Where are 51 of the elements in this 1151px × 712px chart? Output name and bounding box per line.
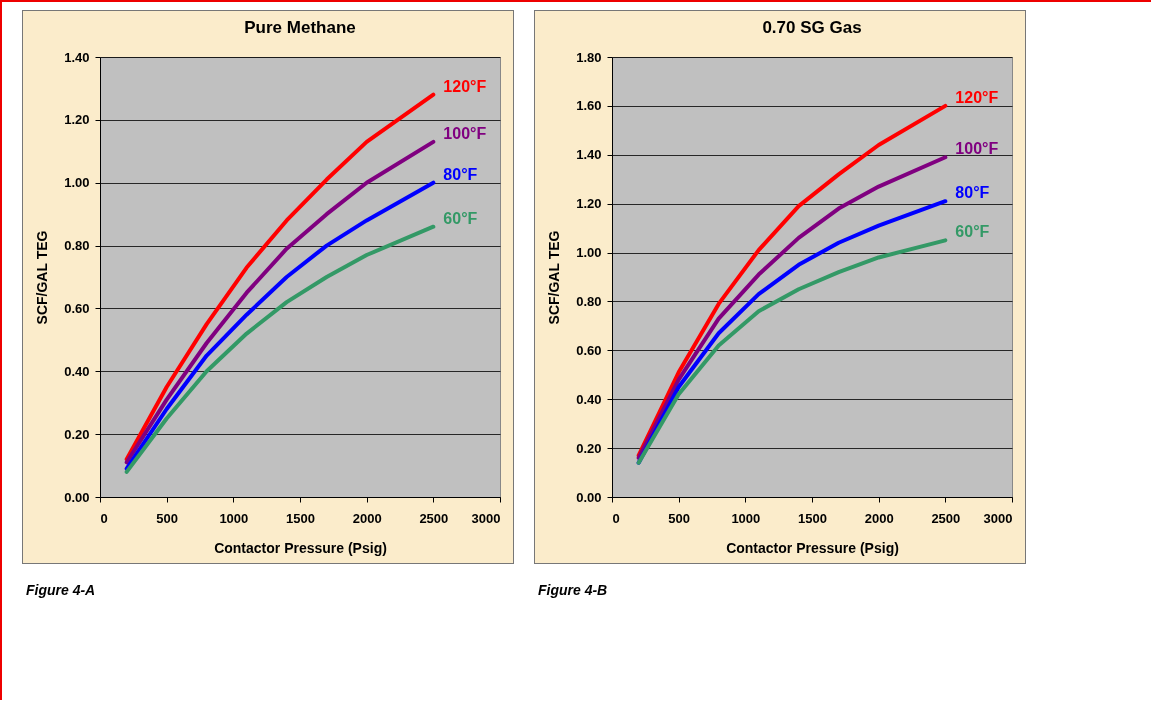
y-tick-label: 1.80 (576, 49, 602, 65)
x-tick-label: 2500 (419, 510, 449, 526)
y-tick-label: 0.60 (64, 300, 90, 316)
y-tick-label: 0.40 (64, 363, 90, 379)
x-axis-title: Contactor Pressure (Psig) (726, 539, 899, 556)
y-tick-label: 1.20 (64, 112, 90, 128)
x-tick-label: 1500 (286, 510, 315, 526)
series-label: 100°F (443, 124, 487, 142)
x-axis-title: Contactor Pressure (Psig) (214, 539, 387, 556)
y-tick-label: 1.60 (576, 98, 602, 114)
y-tick-label: 0.20 (576, 440, 602, 456)
x-tick-label: 1000 (219, 510, 249, 526)
series-label: 60°F (955, 223, 990, 241)
x-tick-label: 1500 (798, 510, 827, 526)
y-tick-label: 1.40 (64, 49, 90, 65)
y-tick-label: 1.00 (64, 175, 90, 191)
chart-title: 0.70 SG Gas (762, 18, 862, 37)
y-axis-title: SCF/GAL TEG (34, 230, 51, 325)
series-label: 80°F (443, 165, 478, 183)
y-tick-label: 1.00 (576, 245, 602, 261)
y-tick-label: 0.40 (576, 391, 602, 407)
chart-title: Pure Methane (244, 18, 356, 37)
series-label: 120°F (443, 77, 487, 95)
y-tick-label: 0.00 (576, 489, 602, 505)
y-tick-label: 0.00 (64, 489, 90, 505)
x-tick-label: 0 (100, 510, 108, 526)
line-series (636, 103, 948, 458)
line-series (636, 155, 948, 460)
series-label: 60°F (443, 209, 478, 227)
y-tick-label: 0.80 (576, 293, 602, 309)
line-series (124, 224, 436, 474)
x-tick-label: 0 (612, 510, 620, 526)
y-tick-label: 1.20 (576, 196, 602, 212)
y-tick-label: 0.60 (576, 342, 602, 358)
x-tick-label: 500 (156, 510, 179, 526)
x-tick-label: 1000 (731, 510, 761, 526)
y-tick-label: 1.40 (576, 147, 602, 163)
caption: Figure 4-B (538, 582, 609, 598)
caption: Figure 4-A (26, 582, 97, 598)
series-label: 100°F (955, 140, 999, 158)
x-tick-label: 2000 (864, 510, 894, 526)
y-tick-label: 0.20 (64, 426, 90, 442)
series-label: 120°F (955, 88, 999, 106)
x-tick-label: 3000 (471, 510, 501, 526)
y-axis-title: SCF/GAL TEG (546, 230, 563, 325)
x-tick-label: 500 (668, 510, 691, 526)
x-tick-label: 2500 (931, 510, 961, 526)
series-label: 80°F (955, 184, 990, 202)
x-tick-label: 3000 (983, 510, 1013, 526)
x-tick-label: 2000 (352, 510, 382, 526)
y-tick-label: 0.80 (64, 238, 90, 254)
